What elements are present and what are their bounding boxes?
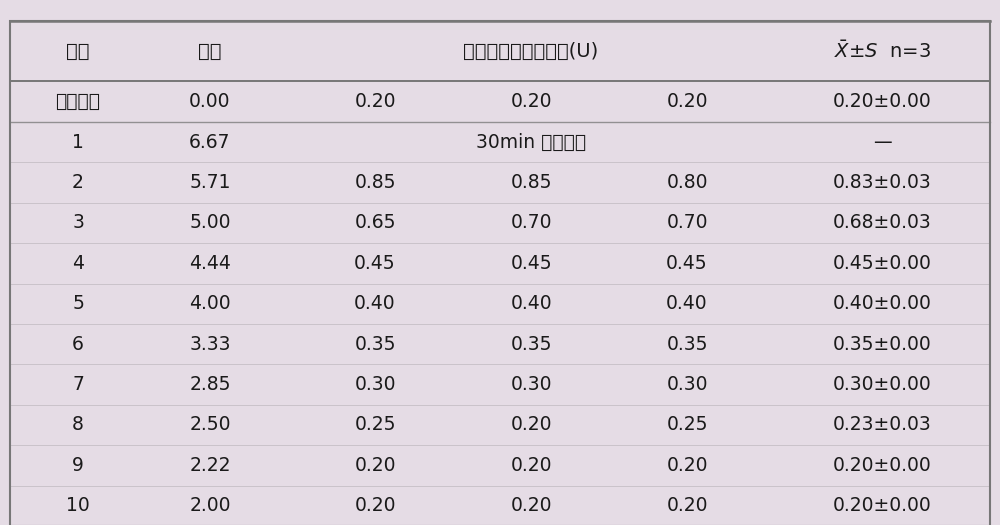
Text: 0.45±0.00: 0.45±0.00 [833,254,931,273]
Text: 4.44: 4.44 [189,254,231,273]
Text: —: — [873,132,891,152]
Text: 0.20: 0.20 [666,496,708,516]
Text: 0.20: 0.20 [666,92,708,111]
Text: 4: 4 [72,254,84,273]
Text: 0.35: 0.35 [511,334,553,354]
Text: 7: 7 [72,375,84,394]
Text: 9: 9 [72,456,84,475]
Text: 0.20: 0.20 [511,415,553,435]
Text: 0.35: 0.35 [666,334,708,354]
Text: 2: 2 [72,173,84,192]
Text: 0.35±0.00: 0.35±0.00 [833,334,931,354]
Text: 生理盐水: 生理盐水 [56,92,100,111]
Text: 0.45: 0.45 [511,254,553,273]
Text: 0.20: 0.20 [666,456,708,475]
Text: 0.85: 0.85 [511,173,553,192]
Text: 0.85: 0.85 [354,173,396,192]
Text: 0.25: 0.25 [666,415,708,435]
Text: 1: 1 [72,132,84,152]
Text: 0.20±0.00: 0.20±0.00 [833,496,931,516]
Text: 0.40: 0.40 [354,294,396,313]
Text: 0.30: 0.30 [354,375,396,394]
Text: 2.85: 2.85 [189,375,231,394]
Text: 5.00: 5.00 [189,213,231,233]
Text: 3: 3 [72,213,84,233]
Text: 0.25: 0.25 [354,415,396,435]
Text: 0.70: 0.70 [666,213,708,233]
Text: 0.45: 0.45 [666,254,708,273]
Text: 0.23±0.03: 0.23±0.03 [833,415,931,435]
Text: 0.40: 0.40 [511,294,553,313]
Text: 0.35: 0.35 [354,334,396,354]
Text: 5: 5 [72,294,84,313]
Text: 30min 内无反应: 30min 内无反应 [476,132,586,152]
Text: 0.20±0.00: 0.20±0.00 [833,456,931,475]
Text: 0.20: 0.20 [354,92,396,111]
Text: 0.40±0.00: 0.40±0.00 [833,294,931,313]
Text: 8: 8 [72,415,84,435]
Text: 0.30: 0.30 [666,375,708,394]
Text: 0.68±0.03: 0.68±0.03 [833,213,931,233]
Text: 0.20: 0.20 [511,456,553,475]
Text: 0.20±0.00: 0.20±0.00 [833,92,931,111]
Text: $\bar{X}$$\pm S$  n=3: $\bar{X}$$\pm S$ n=3 [834,40,930,62]
Text: 0.40: 0.40 [666,294,708,313]
Text: 2.22: 2.22 [189,456,231,475]
Text: 2.50: 2.50 [189,415,231,435]
Text: 10: 10 [66,496,90,516]
Text: 0.70: 0.70 [511,213,553,233]
Text: 0.65: 0.65 [354,213,396,233]
Text: 0.20: 0.20 [511,496,553,516]
Text: 4.00: 4.00 [189,294,231,313]
Text: 0.83±0.03: 0.83±0.03 [833,173,931,192]
Text: 6: 6 [72,334,84,354]
Text: 消耗凝血酶活性单位(U): 消耗凝血酶活性单位(U) [463,41,599,61]
Text: 0.30: 0.30 [511,375,553,394]
Text: 样品: 样品 [66,41,90,61]
Text: 6.67: 6.67 [189,132,231,152]
Text: 3.33: 3.33 [189,334,231,354]
Text: 0.20: 0.20 [354,456,396,475]
Text: 5.71: 5.71 [189,173,231,192]
Text: 0.30±0.00: 0.30±0.00 [833,375,931,394]
Text: 浓度: 浓度 [198,41,222,61]
Text: 0.20: 0.20 [511,92,553,111]
Text: 0.80: 0.80 [666,173,708,192]
Text: 2.00: 2.00 [189,496,231,516]
Text: 0.20: 0.20 [354,496,396,516]
Text: 0.45: 0.45 [354,254,396,273]
Text: 0.00: 0.00 [189,92,231,111]
